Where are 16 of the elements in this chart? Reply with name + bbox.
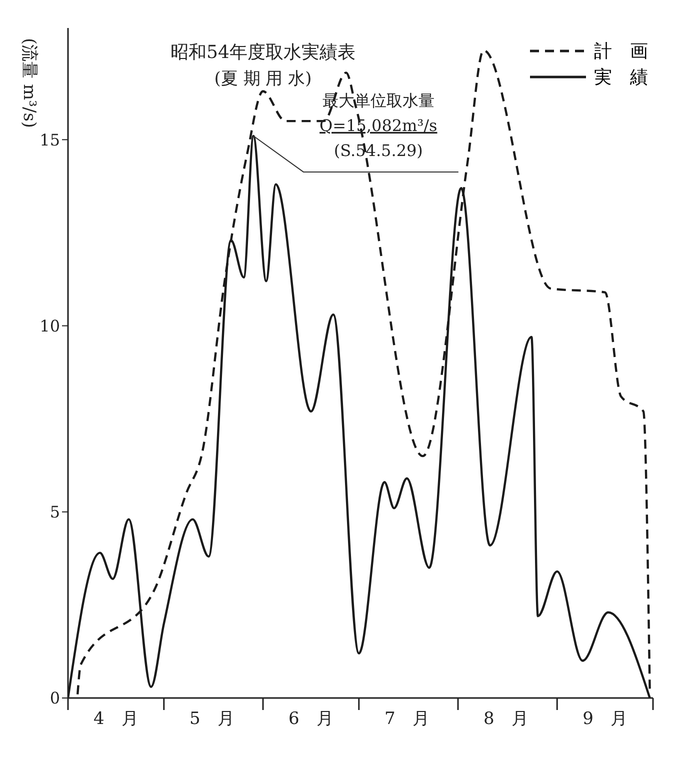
- x-tick-label: 9 月: [582, 709, 628, 729]
- x-tick-label: 6 月: [288, 709, 334, 729]
- y-tick-label: 0: [50, 688, 60, 708]
- y-tick-label: 10: [40, 316, 60, 336]
- y-axis-title: (流量 m³/s): [19, 38, 39, 128]
- text: 昭和54年度取水実績表: [170, 42, 356, 63]
- y-tick-label: 5: [50, 502, 60, 522]
- legend-label: 実 績: [594, 66, 648, 89]
- annotation: 最大単位取水量 Q=15,082m³/s (S.54.5.29): [320, 90, 438, 160]
- x-tick-label: 7 月: [384, 709, 430, 729]
- x-tick-label: 5 月: [189, 709, 234, 729]
- legend-label: 計 画: [594, 40, 648, 63]
- x-tick-label: 8 月: [484, 709, 528, 729]
- y-tick-label: 15: [40, 130, 60, 150]
- text: (夏 期 用 水): [214, 69, 312, 89]
- x-tick-label: 4 月: [94, 709, 138, 729]
